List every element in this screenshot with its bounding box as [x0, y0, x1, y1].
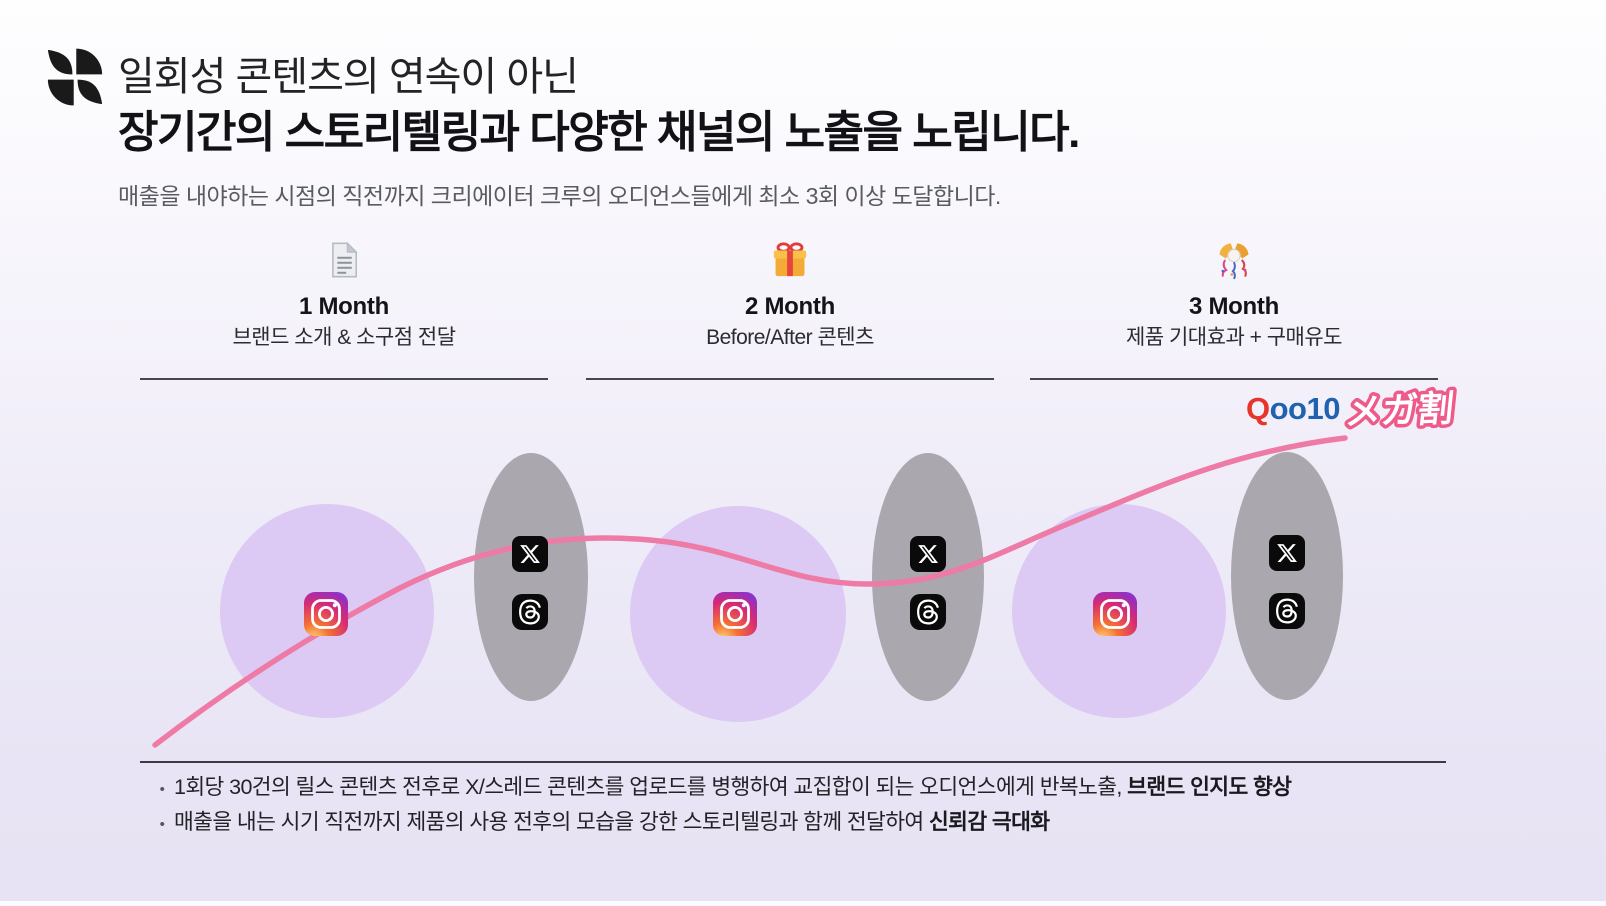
threads-icon — [1269, 593, 1305, 629]
qoo10-logo: Qoo10 — [1246, 391, 1340, 427]
month-label: 1 Month — [299, 293, 389, 320]
threads-icon — [512, 594, 548, 630]
month-description: 제품 기대효과 + 구매유도 — [1126, 326, 1342, 349]
megawari-logo: メガ割 — [1340, 384, 1459, 436]
footnotes: • 1회당 30건의 릴스 콘텐츠 전후로 X/스레드 콘텐츠를 업로드를 병행… — [150, 771, 1530, 841]
bullet-marker: • — [159, 781, 165, 798]
month-column-3: 3 Month 제품 기대효과 + 구매유도 — [1030, 238, 1438, 380]
gift-emoji-icon — [773, 242, 807, 277]
title-line-1: 일회성 콘텐츠의 연속이 아닌 — [118, 55, 579, 99]
megawari-text: メガ割 — [1343, 388, 1455, 433]
month-column-1: 1 Month 브랜드 소개 & 소구점 전달 — [140, 238, 548, 380]
subtitle: 매출을 내야하는 시점의 직전까지 크리에이터 크루의 오디언스들에게 최소 3… — [118, 183, 1001, 209]
month-label: 2 Month — [745, 293, 835, 320]
month-description: 브랜드 소개 & 소구점 전달 — [232, 326, 456, 349]
bottom-edge-strip — [0, 901, 1606, 906]
footnote-text: 1회당 30건의 릴스 콘텐츠 전후로 X/스레드 콘텐츠를 업로드를 병행하여… — [174, 775, 1292, 799]
title-line-2: 장기간의 스토리텔링과 다양한 채널의 노출을 노립니다. — [118, 108, 1080, 157]
instagram-icon — [711, 590, 759, 638]
qoo10-q: Q — [1246, 391, 1270, 426]
instagram-icon — [302, 590, 350, 638]
x-icon — [1269, 535, 1305, 571]
pinwheel-logo-icon — [47, 48, 103, 106]
document-emoji-icon — [332, 241, 358, 278]
threads-icon — [910, 594, 946, 630]
instagram-icon — [1091, 590, 1139, 638]
footnote-text: 매출을 내는 시기 직전까지 제품의 사용 전후의 모습을 강한 스토리텔링과 … — [174, 810, 1050, 834]
qoo10-rest: oo10 — [1269, 391, 1341, 426]
channel-ellipse-3 — [1231, 452, 1343, 700]
x-icon — [512, 536, 548, 572]
x-icon — [910, 536, 946, 572]
confetti-emoji-icon — [1219, 243, 1249, 280]
footnote-item-1: • 1회당 30건의 릴스 콘텐츠 전후로 X/스레드 콘텐츠를 업로드를 병행… — [150, 771, 1530, 806]
month-column-2: 2 Month Before/After 콘텐츠 — [586, 238, 994, 380]
footnotes-divider — [140, 761, 1446, 763]
month-description: Before/After 콘텐츠 — [706, 326, 874, 349]
channel-ellipse-1 — [474, 453, 588, 701]
bullet-marker: • — [159, 816, 165, 833]
footnote-item-2: • 매출을 내는 시기 직전까지 제품의 사용 전후의 모습을 강한 스토리텔링… — [150, 806, 1530, 841]
month-label: 3 Month — [1189, 293, 1279, 320]
